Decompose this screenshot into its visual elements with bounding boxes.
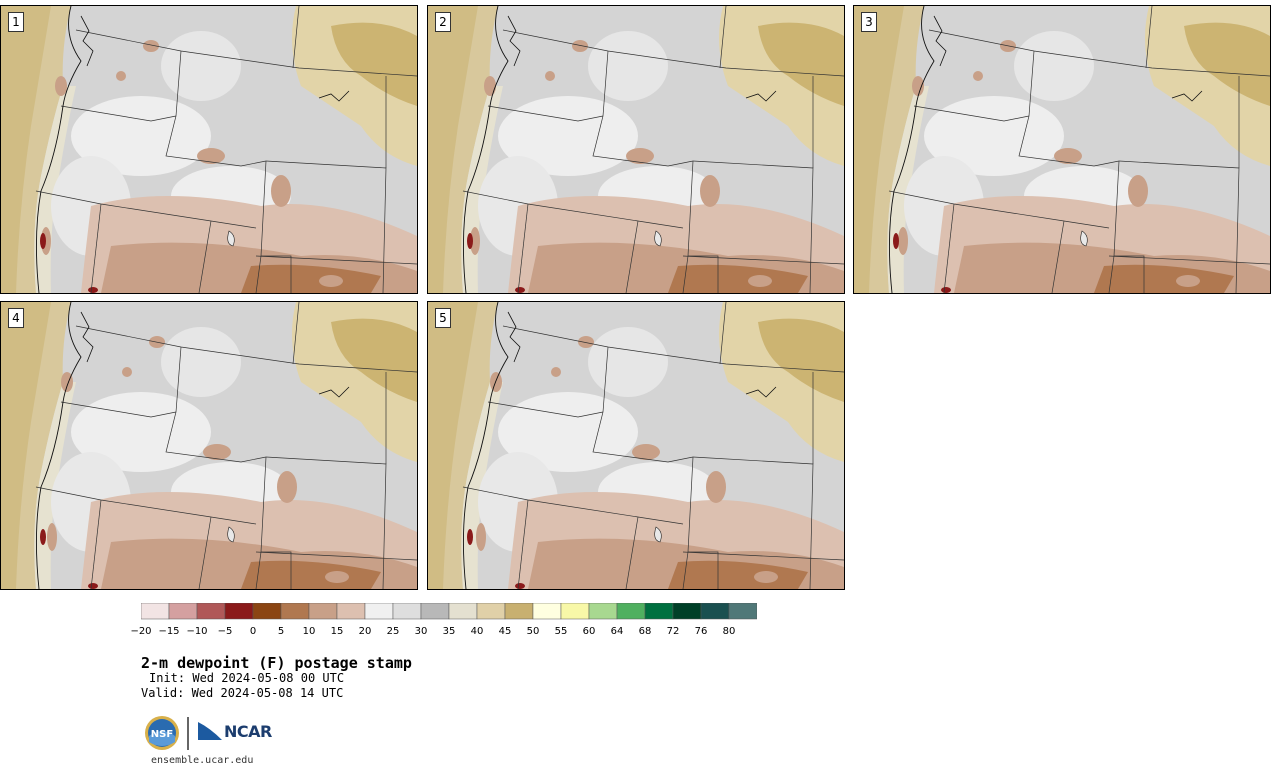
panel-number-label: 5 [435,308,451,328]
colorbar-swatch [504,603,534,620]
colorbar-swatch [448,603,478,620]
colorbar-swatch [392,603,422,620]
site-url: ensemble.ucar.edu [151,755,254,766]
postage-stamp-panel: 3 [853,5,1271,294]
colorbar-tick-label: 5 [277,626,285,637]
colorbar-tick-label: 25 [386,626,400,637]
colorbar-tick-label: 20 [358,626,372,637]
dewpoint-map [428,6,844,293]
colorbar-swatch [700,603,730,620]
colorbar-swatch [224,603,254,620]
colorbar-swatch [280,603,310,620]
nsf-ncar-logo: NSF [145,716,222,750]
colorbar-swatch [336,603,366,620]
colorbar-tick-label: −10 [186,626,208,637]
ncar-logo-text: NCAR [224,722,272,741]
colorbar-tick-label: 76 [694,626,708,637]
colorbar-swatch [168,603,198,620]
colorbar-swatch [644,603,674,620]
panel-number-label: 1 [8,12,24,32]
colorbar-tick-label: 10 [302,626,316,637]
colorbar-swatch [672,603,702,620]
colorbar-tick-label: 72 [666,626,680,637]
nsf-logo-text: NSF [151,729,173,740]
colorbar-swatch [616,603,646,620]
colorbar-tick-label: 40 [470,626,484,637]
postage-stamp-panel: 1 [0,5,418,294]
postage-stamp-panel: 5 [427,301,845,590]
colorbar-tick-label: 30 [414,626,428,637]
colorbar-swatch [420,603,450,620]
colorbar-tick-label: −5 [217,626,233,637]
colorbar-tick-label: 68 [638,626,652,637]
chart-title: 2-m dewpoint (F) postage stamp [141,654,412,672]
init-time: Init: Wed 2024-05-08 00 UTC [149,671,345,685]
colorbar-tick-label: −15 [158,626,180,637]
dewpoint-map [428,302,844,589]
colorbar-tick-label: 50 [526,626,540,637]
colorbar [141,603,757,620]
dewpoint-map [1,6,417,293]
colorbar-tick-label: 0 [249,626,257,637]
colorbar-swatch [560,603,590,620]
postage-stamp-panel: 4 [0,301,418,590]
colorbar-swatch [141,603,170,620]
panel-number-label: 4 [8,308,24,328]
colorbar-swatch [728,603,757,620]
colorbar-swatch [476,603,506,620]
colorbar-tick-label: 60 [582,626,596,637]
colorbar-swatch [364,603,394,620]
colorbar-tick-label: 35 [442,626,456,637]
postage-stamp-panel: 2 [427,5,845,294]
colorbar-tick-label: −20 [130,626,152,637]
dewpoint-map [1,302,417,589]
colorbar-tick-label: 64 [610,626,624,637]
colorbar-swatch [588,603,618,620]
dewpoint-map [854,6,1270,293]
colorbar-tick-label: 80 [722,626,736,637]
colorbar-swatch [252,603,282,620]
colorbar-tick-label: 15 [330,626,344,637]
valid-time: Valid: Wed 2024-05-08 14 UTC [141,686,344,700]
colorbar-swatch [196,603,226,620]
panel-number-label: 2 [435,12,451,32]
colorbar-tick-label: 45 [498,626,512,637]
panel-number-label: 3 [861,12,877,32]
colorbar-swatch [532,603,562,620]
colorbar-swatch [308,603,338,620]
colorbar-tick-label: 55 [554,626,568,637]
